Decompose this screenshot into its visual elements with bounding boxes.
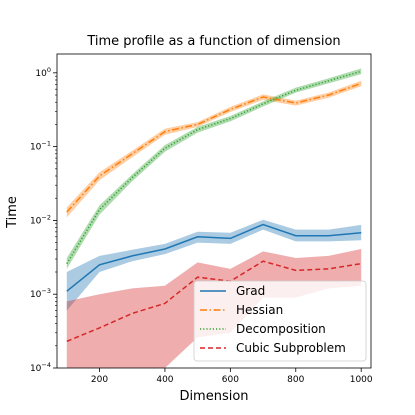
y-tick-label: 10−3: [30, 287, 51, 300]
y-tick-label: 10−2: [30, 213, 51, 226]
y-tick-label: 10−1: [30, 140, 51, 153]
x-axis-ticks: 200 400 600 800 1000: [91, 368, 373, 385]
x-tick-label: 600: [222, 375, 239, 385]
line-series-3: [66, 260, 362, 342]
y-axis-label: Time: [5, 196, 20, 229]
x-tick-label: 1000: [350, 375, 373, 385]
line-series-1: [66, 82, 362, 213]
y-axis-ticks: 10−4 10−3 10−2 10−1 100: [30, 66, 57, 374]
legend-label-0: Grad: [236, 284, 265, 298]
x-axis-label: Dimension: [179, 389, 248, 404]
x-tick-label: 800: [287, 375, 304, 385]
legend-label-1: Hessian: [236, 303, 283, 317]
legend-box: [193, 280, 367, 362]
series-lines: [66, 70, 362, 342]
line-series-0: [66, 223, 362, 292]
legend: Grad Hessian Decomposition Cubic Subproblem: [193, 280, 367, 362]
chart-title: Time profile as a function of dimension: [86, 34, 340, 49]
legend-label-2: Decomposition: [236, 322, 326, 336]
plot-frame: [56, 53, 372, 369]
legend-label-3: Cubic Subproblem: [236, 341, 346, 355]
y-tick-label: 100: [35, 66, 51, 79]
x-tick-label: 200: [91, 375, 108, 385]
x-tick-label: 400: [156, 375, 173, 385]
y-tick-label: 10−4: [30, 361, 51, 374]
